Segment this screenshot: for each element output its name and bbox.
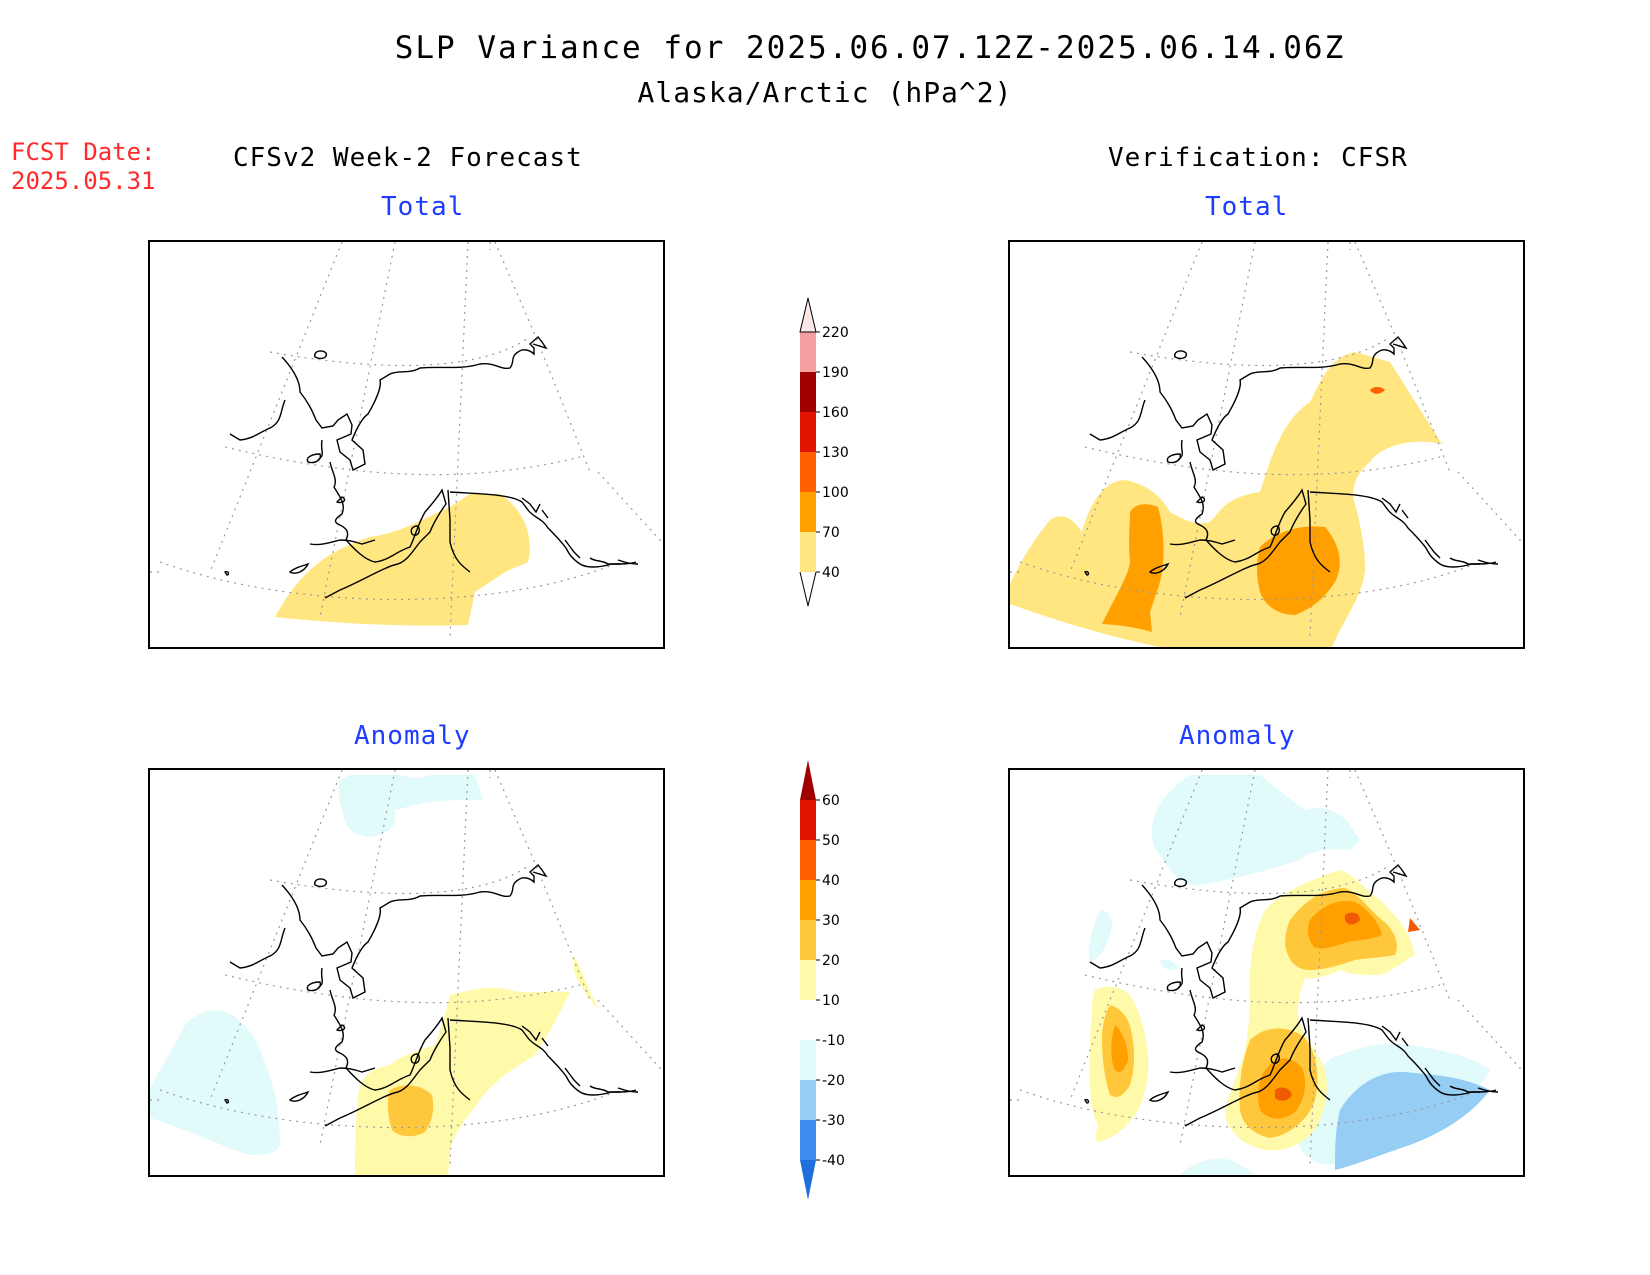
colorbar-tick-label: 160 [822, 405, 849, 421]
colorbar-swatch [800, 1120, 816, 1160]
colorbar-tick-label: 10 [822, 993, 840, 1009]
verification-column-heading: Verification: CFSR [1108, 143, 1408, 173]
colorbar-swatch [800, 1080, 816, 1120]
verification-anomaly-subtitle: Anomaly [1179, 721, 1296, 751]
anomaly-neg10-region [150, 1010, 280, 1155]
anomaly-neg10-region [1151, 775, 1360, 886]
forecast-total-subtitle: Total [381, 192, 465, 222]
fcst-date-value: 2025.05.31 [11, 167, 156, 195]
forecast-column-heading: CFSv2 Week-2 Forecast [233, 143, 583, 173]
anomaly-30-40-region [1307, 900, 1382, 949]
verification-total-subtitle: Total [1205, 192, 1289, 222]
colorbar-tick-label: 60 [822, 793, 840, 809]
colorbar-swatch [800, 372, 816, 412]
colorbar-tick-label: -30 [822, 1113, 845, 1129]
colorbar-swatch [800, 880, 816, 920]
anomaly-10-20-region [574, 955, 600, 1010]
fcst-date-block: FCST Date: 2025.05.31 [11, 138, 156, 196]
colorbar-swatch [800, 452, 816, 492]
colorbar-tick-label: 50 [822, 833, 840, 849]
anomaly-20-30-region [387, 1085, 434, 1137]
anomaly-neg10-region [338, 775, 483, 837]
colorbar-tick-label: -40 [822, 1153, 845, 1169]
colorbar-upper-extension [800, 760, 816, 800]
variance-100-130-region [1370, 386, 1385, 394]
anomaly-colorbar: -40 -30 -20 -10 10 20 30 40 50 60 [790, 750, 880, 1204]
forecast-anomaly-subtitle: Anomaly [354, 721, 471, 751]
colorbar-swatch [800, 332, 816, 372]
forecast-total-map [148, 240, 665, 649]
colorbar-tick-label: 130 [822, 445, 849, 461]
page-subtitle: Alaska/Arctic (hPa^2) [637, 76, 1013, 109]
forecast-anomaly-svg [150, 770, 663, 1175]
fcst-date-label: FCST Date: [11, 138, 156, 166]
anomaly-neg10-region [1160, 959, 1178, 970]
colorbar-lower-extension [800, 1160, 816, 1200]
colorbar-tick-label: 100 [822, 485, 849, 501]
colorbar-tick-label: 40 [822, 873, 840, 889]
anomaly-neg10-region [1088, 910, 1112, 962]
colorbar-swatch [800, 1040, 816, 1080]
colorbar-swatch [800, 800, 816, 840]
anomaly-neg20-region [1335, 1071, 1490, 1170]
total-colorbar-svg: 40 70 100 130 160 190 220 [799, 297, 849, 607]
colorbar-swatch [800, 532, 816, 572]
anomaly-colorbar-svg: -40 -30 -20 -10 10 20 30 40 50 60 [800, 760, 845, 1200]
variance-70-100-region [1257, 526, 1340, 615]
colorbar-swatch [800, 840, 816, 880]
anomaly-neg10-region [1180, 1158, 1255, 1175]
anomaly-40-50-region [1345, 912, 1360, 925]
verification-total-svg [1010, 242, 1523, 647]
colorbar-swatch [800, 960, 816, 1000]
anomaly-40-50-region [1275, 1087, 1292, 1101]
colorbar-tick-label: 20 [822, 953, 840, 969]
verification-total-map [1008, 240, 1525, 649]
colorbar-swatch [800, 412, 816, 452]
verification-anomaly-svg [1010, 770, 1523, 1175]
anomaly-30-40-region [1111, 1025, 1128, 1072]
colorbar-lower-extension [799, 571, 817, 607]
forecast-anomaly-map [148, 768, 665, 1177]
colorbar-upper-extension [799, 297, 817, 333]
page-title: SLP Variance for 2025.06.07.12Z-2025.06.… [394, 30, 1346, 66]
colorbar-tick-label: 30 [822, 913, 840, 929]
colorbar-tick-label: 40 [822, 565, 840, 581]
anomaly-40-50-region [1408, 918, 1420, 932]
colorbar-tick-label: 190 [822, 365, 849, 381]
colorbar-tick-label: 70 [822, 525, 840, 541]
colorbar-tick-label: -20 [822, 1073, 845, 1089]
colorbar-swatch [800, 920, 816, 960]
colorbar-swatch [800, 492, 816, 532]
variance-70-100-region [1102, 504, 1164, 632]
colorbar-swatch [800, 1000, 816, 1040]
total-colorbar: 40 70 100 130 160 190 220 [790, 282, 880, 616]
colorbar-tick-label: -10 [822, 1033, 845, 1049]
variance-40-70-region [275, 494, 530, 626]
verification-anomaly-map [1008, 768, 1525, 1177]
anomaly-10-20-region [355, 987, 570, 1175]
colorbar-tick-label: 220 [822, 325, 849, 341]
forecast-total-svg [150, 242, 663, 638]
